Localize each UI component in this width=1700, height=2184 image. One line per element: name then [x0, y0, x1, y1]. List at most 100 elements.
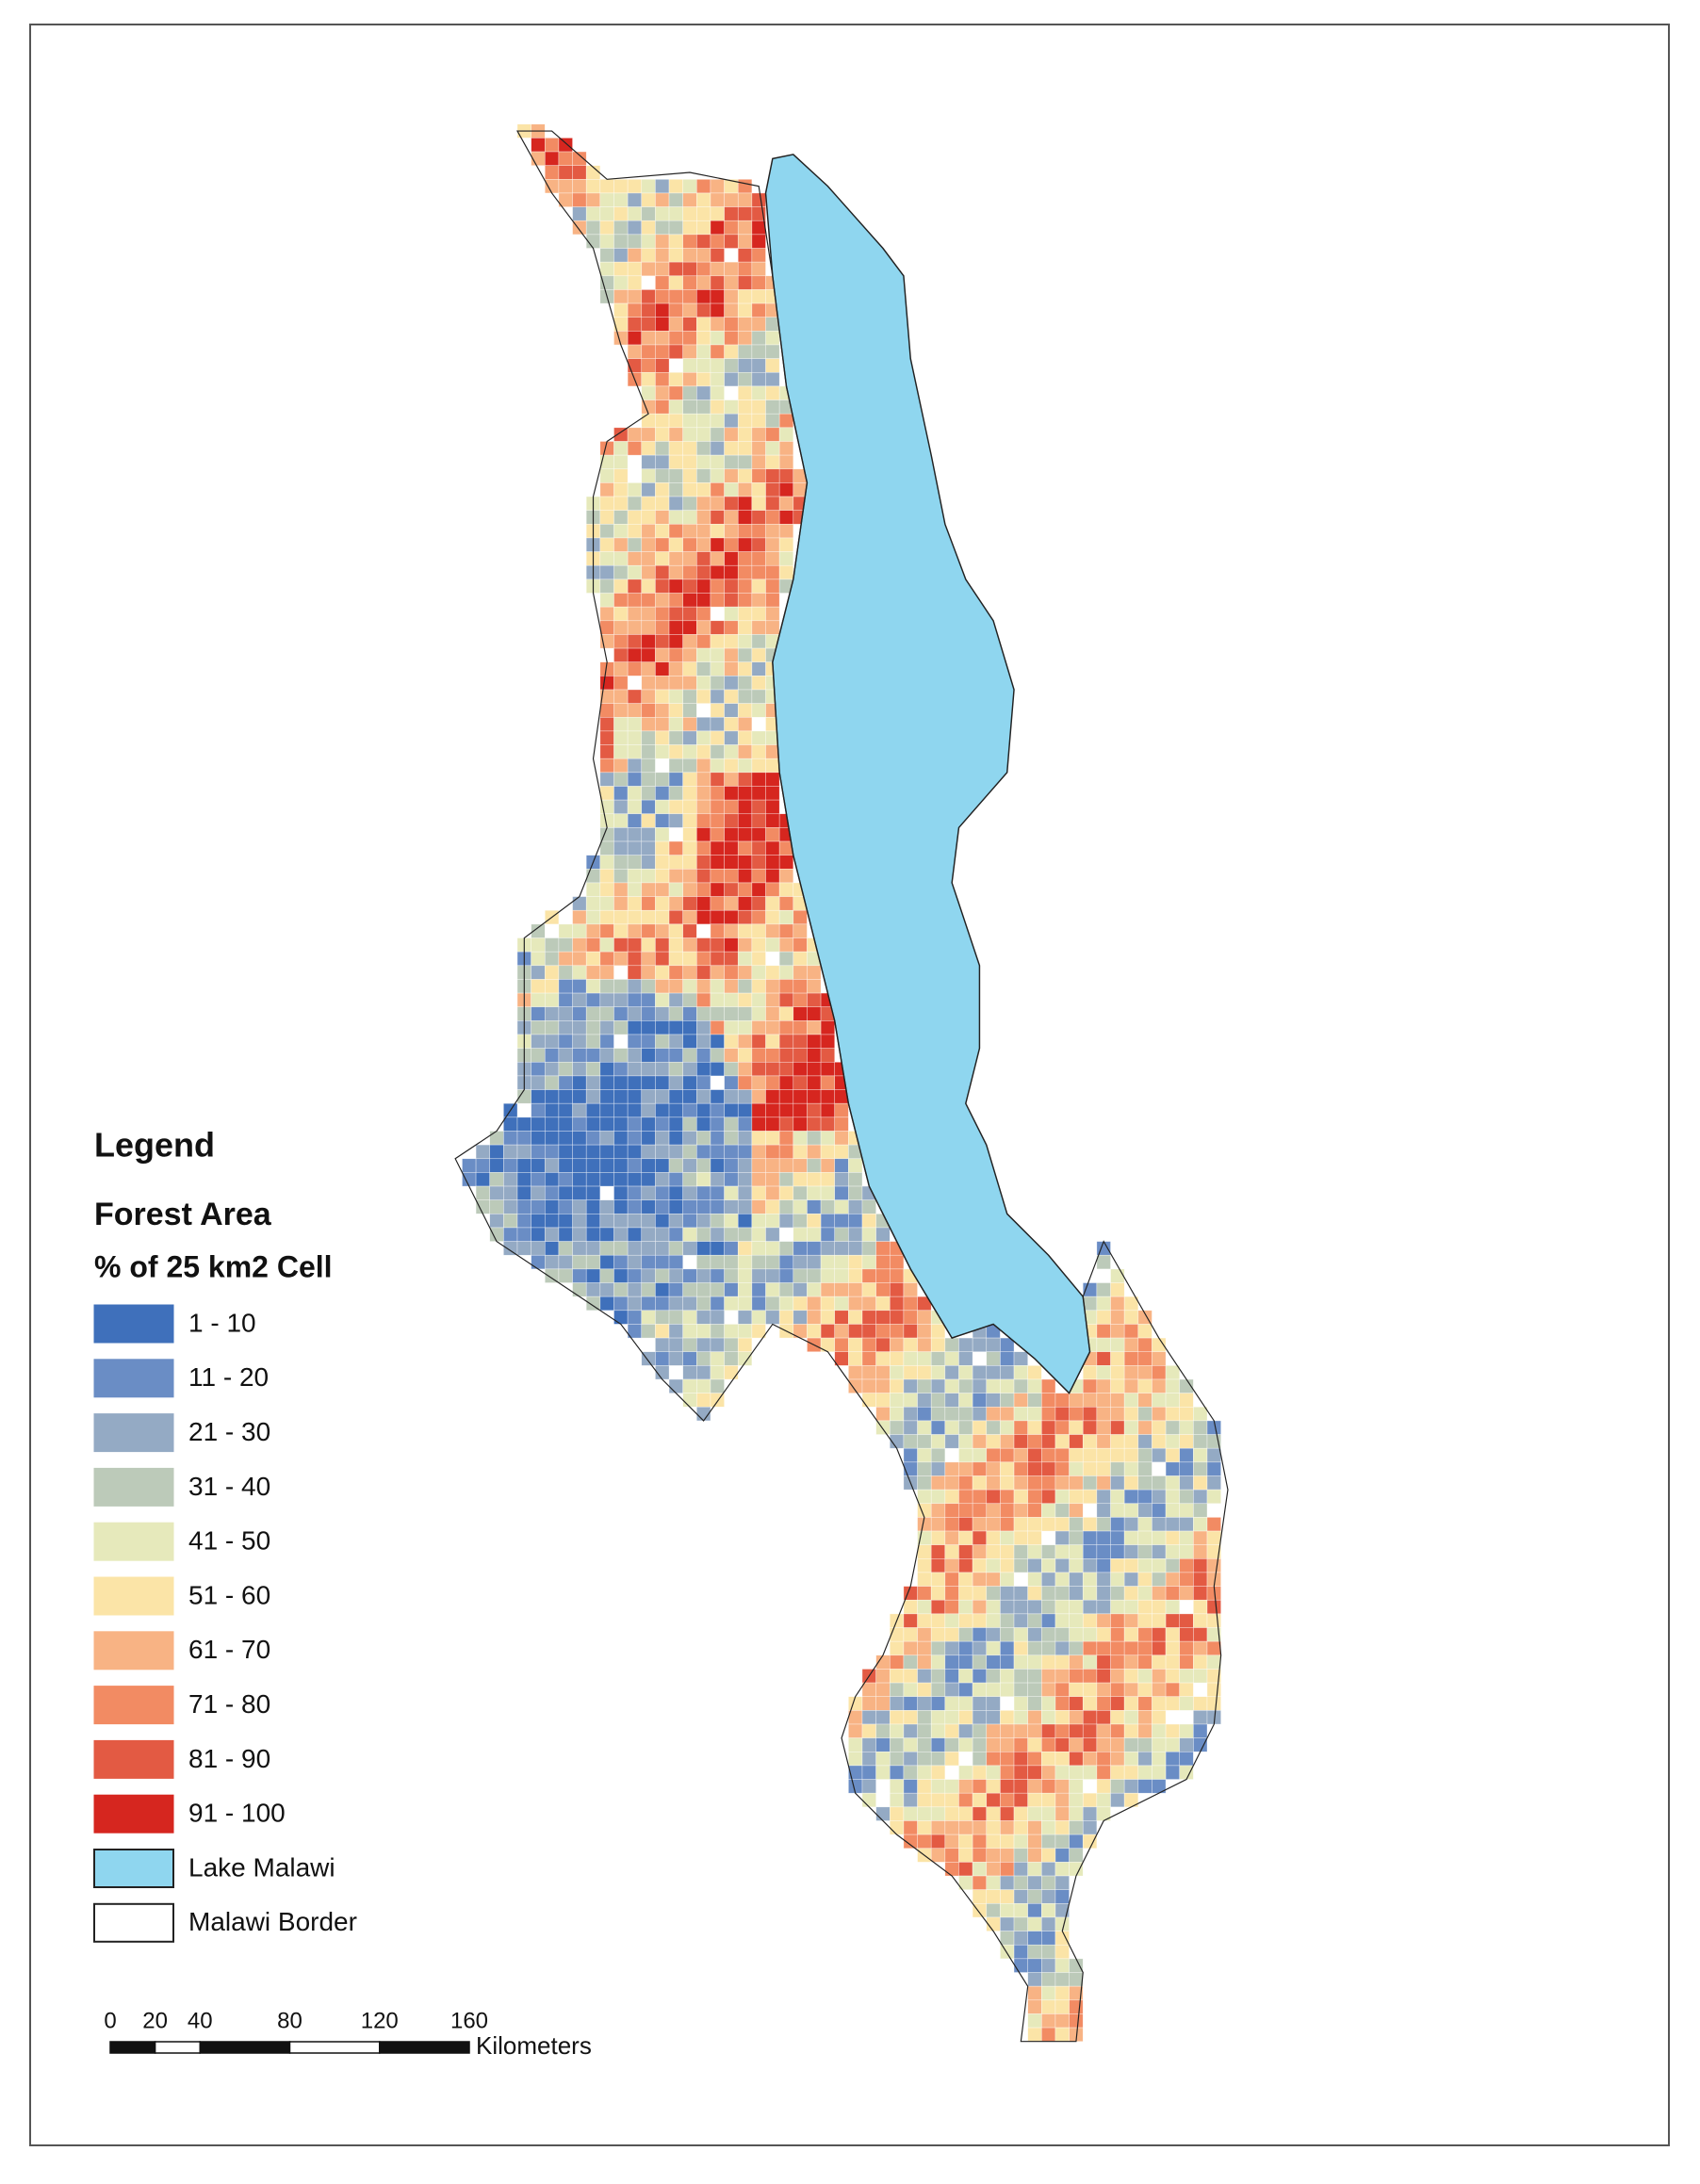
map-cell [889, 1268, 905, 1283]
map-cell [1152, 1669, 1167, 1684]
map-cell [1027, 1434, 1042, 1449]
map-cell [875, 1723, 891, 1738]
map-cell [848, 1199, 863, 1214]
map-cell [1082, 1669, 1098, 1684]
map-cell [1013, 1848, 1028, 1863]
map-cell [889, 1710, 905, 1725]
map-cell [544, 151, 560, 166]
map-cell [668, 1089, 683, 1104]
map-cell [655, 385, 670, 400]
map-cell [986, 1751, 1001, 1767]
map-cell [1041, 1669, 1056, 1684]
map-cell [751, 289, 766, 304]
map-cell [544, 1172, 560, 1187]
map-cell [944, 1461, 959, 1476]
map-cell [613, 744, 629, 759]
map-cell [1110, 1558, 1125, 1573]
map-cell [696, 1116, 711, 1132]
map-cell [613, 882, 629, 897]
map-cell [1137, 1682, 1152, 1698]
map-cell [724, 1089, 739, 1104]
map-cell [917, 1586, 932, 1601]
map-cell [751, 579, 766, 594]
map-cell [917, 1351, 932, 1366]
map-cell [572, 1034, 587, 1049]
map-cell [1096, 1254, 1111, 1270]
map-cell [903, 1627, 918, 1642]
map-cell [820, 1227, 836, 1242]
map-cell [1041, 1489, 1056, 1505]
map-cell [820, 1241, 836, 1256]
map-cell [751, 979, 766, 994]
map-cell [724, 909, 739, 925]
map-cell [1054, 1447, 1070, 1463]
map-cell [1193, 1489, 1208, 1505]
map-cell [1152, 1737, 1167, 1752]
map-cell [710, 331, 725, 346]
map-cell [641, 1131, 656, 1146]
map-cell [917, 1572, 932, 1587]
map-cell [724, 786, 739, 801]
map-cell [875, 1337, 891, 1353]
map-cell [1152, 1696, 1167, 1711]
map-cell [613, 909, 629, 925]
map-cell [1000, 1365, 1015, 1380]
map-cell [489, 1144, 504, 1160]
map-cell [572, 1089, 587, 1104]
map-cell [751, 1144, 766, 1160]
map-cell [765, 1144, 780, 1160]
map-cell [585, 1268, 601, 1283]
map-cell [903, 1378, 918, 1394]
map-cell [1137, 1669, 1152, 1684]
map-cell [751, 730, 766, 745]
map-cell [820, 1048, 836, 1063]
map-cell [986, 1558, 1001, 1573]
map-cell [599, 979, 614, 994]
map-cell [1054, 2027, 1070, 2043]
map-cell [724, 344, 739, 359]
map-cell [627, 1048, 643, 1063]
map-cell [682, 482, 697, 497]
map-cell [1027, 1985, 1042, 2001]
map-cell [1027, 1544, 1042, 1559]
map-cell [986, 1378, 1001, 1394]
map-cell [572, 1020, 587, 1035]
map-cell [558, 1006, 573, 1021]
map-cell [1179, 1751, 1194, 1767]
map-cell [1054, 1586, 1070, 1601]
map-cell [641, 524, 656, 539]
map-cell [710, 1102, 725, 1118]
map-cell [627, 634, 643, 649]
map-cell [793, 1075, 808, 1090]
map-cell [724, 937, 739, 953]
map-cell [682, 1116, 697, 1132]
legend-label: 91 - 100 [188, 1799, 286, 1828]
map-cell [1179, 1669, 1194, 1684]
map-cell [641, 716, 656, 732]
malawi-border [454, 130, 1229, 2043]
map-cell [930, 1751, 946, 1767]
map-cell [737, 620, 753, 635]
map-cell [682, 676, 697, 691]
map-cell [765, 331, 780, 346]
map-cell [944, 1406, 959, 1422]
map-cell [489, 1199, 504, 1214]
map-cell [1069, 1862, 1084, 1877]
map-cell [751, 331, 766, 346]
map-cell [682, 620, 697, 635]
map-cell [682, 1131, 697, 1146]
map-cell [1152, 1517, 1167, 1532]
map-cell [903, 1310, 918, 1325]
map-cell [737, 358, 753, 373]
map-cell [930, 1447, 946, 1463]
map-cell [889, 1669, 905, 1684]
map-cell [655, 399, 670, 415]
map-cell [765, 1296, 780, 1312]
map-cell [861, 1365, 876, 1380]
map-cell [751, 909, 766, 925]
map-cell [875, 1324, 891, 1339]
map-cell [1054, 1765, 1070, 1780]
map-cell [1110, 1310, 1125, 1325]
map-cell [1013, 1378, 1028, 1394]
map-cell [724, 524, 739, 539]
